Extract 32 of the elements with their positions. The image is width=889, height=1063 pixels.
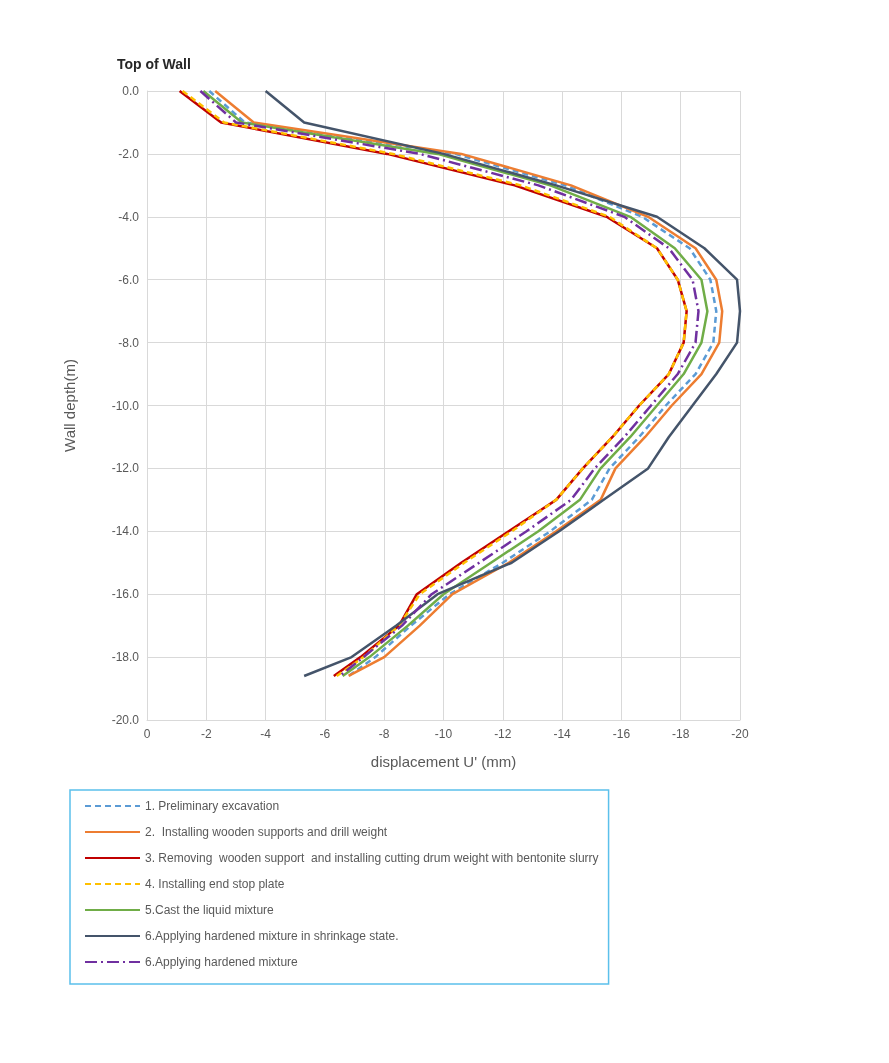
x-tick-label: -16 <box>612 727 631 741</box>
legend-label: 4. Installing end stop plate <box>145 877 285 891</box>
y-tick-label: -8.0 <box>118 335 140 350</box>
x-tick-label: -18 <box>672 727 690 741</box>
x-tick-label: -4 <box>260 727 272 741</box>
legend-label: 6.Applying hardened mixture <box>145 955 299 969</box>
y-tick-label: -2.0 <box>118 146 140 161</box>
legend-label: 1. Preliminary excavation <box>145 799 280 813</box>
y-tick-label: -10.0 <box>111 398 140 413</box>
y-tick-label: -6.0 <box>118 272 140 287</box>
x-tick-label: -2 <box>200 727 212 741</box>
y-tick-label: -18.0 <box>111 650 140 665</box>
x-tick-label: -20 <box>731 727 749 741</box>
y-tick-label: -4.0 <box>118 209 140 224</box>
y-axis-title: Wall depth(m) <box>61 359 78 452</box>
legend-label: 2. Installing wooden supports and drill weight <box>145 825 388 839</box>
x-tick-label: 0 <box>143 727 151 741</box>
x-tick-label: -8 <box>378 727 390 741</box>
x-tick-label: -10 <box>434 727 453 741</box>
legend-label: 5.Cast the liquid mixture <box>145 903 275 917</box>
y-tick-label: -20.0 <box>111 713 140 727</box>
x-tick-label: -12 <box>494 727 512 741</box>
x-tick-label: -6 <box>319 727 331 741</box>
x-tick-label: -14 <box>553 727 572 741</box>
y-tick-label: -12.0 <box>111 461 140 476</box>
y-tick-label: 0.0 <box>122 84 140 98</box>
legend-label: 6.Applying hardened mixture in shrinkage state. <box>145 929 399 943</box>
x-axis-title: displacement U' (mm) <box>370 753 517 770</box>
y-tick-label: -16.0 <box>111 587 140 602</box>
y-tick-label: -14.0 <box>111 524 140 539</box>
chart-title: Top of Wall <box>117 56 191 72</box>
legend-label: 3. Removing wooden support and installing cutting drum weight with bentonite slurry <box>145 851 599 865</box>
